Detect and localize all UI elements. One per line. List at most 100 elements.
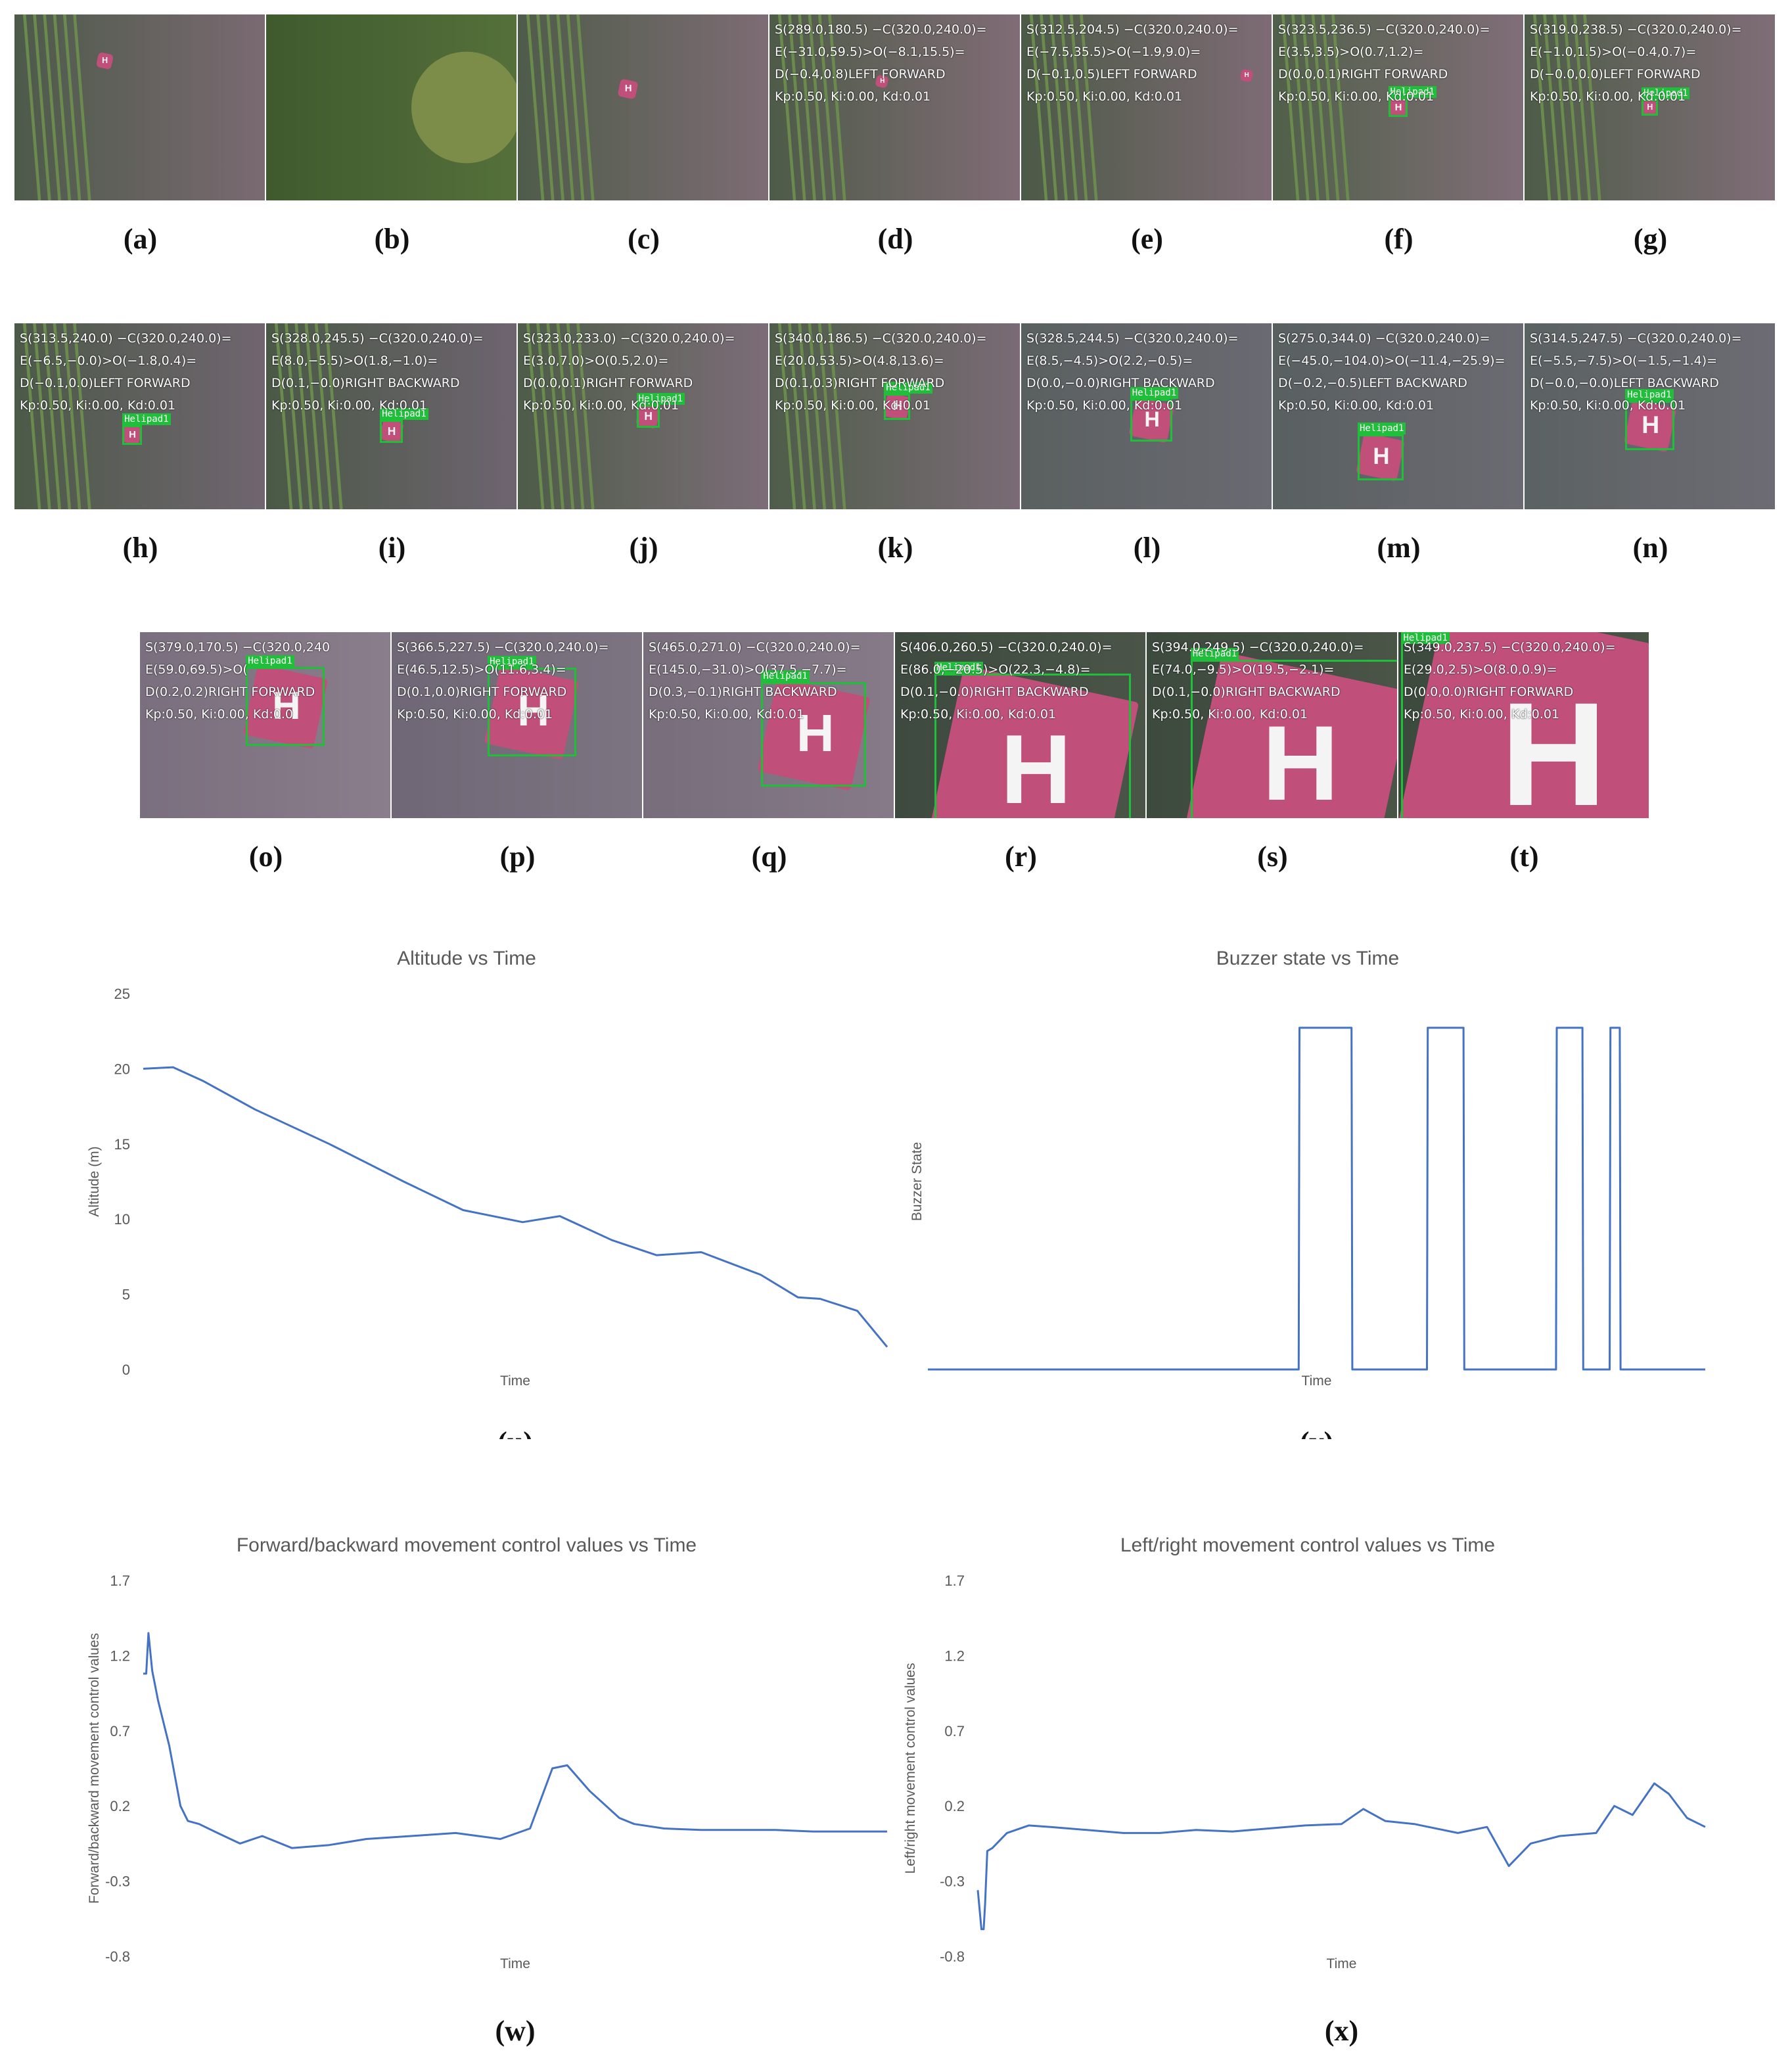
panel-label-c: (c) [628,223,660,255]
helipad-letter: H [644,409,653,423]
y-axis-label: Altitude (m) [87,1146,102,1216]
detection-box [1401,632,1649,818]
y-tick-label: 0.2 [110,1798,130,1814]
y-tick-label: -0.8 [105,1948,130,1965]
overlay-line: D(0.1,−0.0)RIGHT BACKWARD [271,376,460,390]
helipad-letter: H [1144,407,1160,431]
overlay-line: Kp:0.50, Ki:0.00, Kd:0.01 [775,89,931,104]
frame-panel-a: H [14,14,265,200]
panel-label-e: (e) [1131,223,1163,255]
overlay-line: Kp:0.50, Ki:0.00, Kd:0.01 [271,398,428,413]
helipad-letter: H [1244,72,1249,80]
chart-panel-label: (u) [497,1426,533,1439]
overlay-line: E(3.5,3.5)>O(0.7,1.2)= [1278,45,1424,59]
detection-tag: Helipad1 [1357,422,1406,434]
y-tick-label: 0.7 [110,1723,130,1739]
overlay-line: Kp:0.50, Ki:0.00, Kd:0.0 [145,707,293,722]
overlay-line: Kp:0.50, Ki:0.00, Kd:0.01 [1152,707,1308,722]
helipad-letter: H [387,424,396,438]
overlay-line: S(275.0,344.0) −C(320.0,240.0)= [1278,331,1490,346]
detection-box [1625,401,1674,450]
detection-box [761,681,866,787]
detection-box [380,419,403,443]
panel-label-j: (j) [629,532,658,564]
overlay-line: D(0.0,0.1)RIGHT FORWARD [1278,67,1448,81]
helipad-letter: H [1394,101,1402,113]
panel-label-a: (a) [123,223,158,255]
detection-tag: Helipad1 [122,413,171,425]
overlay-line: S(319.0,238.5) −C(320.0,240.0)= [1530,22,1742,37]
panel-label-p: (p) [499,840,536,873]
overlay-line: Kp:0.50, Ki:0.00, Kd:0.01 [397,707,553,722]
overlay-line: D(0.3,−0.1)RIGHT BACKWARD [649,685,837,699]
detection-tag: Helipad1 [380,407,428,420]
detection-box [1642,99,1658,116]
frame-panel-p: H Helipad1 S(366.5,227.5) −C(320.0,240.0)=… [392,632,642,818]
helipad-letter: H [272,683,301,728]
overlay-line: E(3.0,7.0)>O(0.5,2.0)= [523,354,669,368]
aerial-background [1021,14,1272,200]
frame-panel-b [266,14,517,200]
y-tick-label: 25 [114,986,130,1002]
overlay-line: Kp:0.50, Ki:0.00, Kd:0.01 [1026,398,1183,413]
panel-label-s: (s) [1257,840,1288,873]
overlay-line: D(−0.0,0.0)LEFT FORWARD [1530,67,1701,81]
overlay-line: E(145.0,−31.0)>O(37.5,−7.7)= [649,662,847,677]
detection-tag: Helipad1 [1130,386,1179,399]
pid-overlay-text: S(319.0,238.5) −C(320.0,240.0)= E(−1.0,1.… [1530,18,1742,108]
x-axis-label: Time [500,1956,530,1971]
detection-box [884,394,911,421]
aerial-background [14,14,265,200]
panel-label-h: (h) [122,532,158,564]
overlay-line: D(0.0,0.0)RIGHT FORWARD [1404,685,1574,699]
aerial-background [770,14,1020,200]
y-tick-label: 1.2 [110,1647,130,1664]
y-tick-label: 0.7 [944,1723,965,1739]
x-axis-label: Time [500,1373,530,1389]
detection-tag: Helipad1 [246,655,294,668]
aerial-background [266,14,517,200]
overlay-line: D(0.1,0.0)RIGHT FORWARD [397,685,567,699]
panel-label-r: (r) [1005,840,1037,873]
frame-panel-r: H Helipad1 S(406.0,260.5) −C(320.0,240.0)=… [895,632,1145,818]
frame-panel-s: H Helipad1 S(394.0,249.5) −C(320.0,240.0)=… [1147,632,1397,818]
helipad-letter: H [892,399,903,414]
detection-tag: Helipad1 [1190,647,1239,660]
overlay-line: S(314.5,247.5) −C(320.0,240.0)= [1530,331,1742,346]
helipad-letter: H [880,77,885,85]
y-tick-label: 1.7 [110,1573,130,1589]
y-tick-label: 10 [114,1211,130,1228]
overlay-line: E(−5.5,−7.5)>O(−1.5,−1.4)= [1530,354,1718,368]
overlay-line: D(−0.1,0.5)LEFT FORWARD [1026,67,1197,81]
frame-panel-g: H Helipad1 S(319.0,238.5) −C(320.0,240.0)=… [1525,14,1775,200]
chart-panel-u: Altitude vs Time 0 5 10 15 20 25 Time Altitude (… [0,933,900,1458]
pid-overlay-text: S(379.0,170.5) −C(320.0,240 E(59.0,69.5)>… [145,636,330,725]
aerial-background [1525,14,1775,200]
overlay-line: S(349.0,237.5) −C(320.0,240.0)= [1404,640,1616,655]
chart-title: Altitude vs Time [397,948,536,969]
detection-box [122,425,142,445]
overlay-line: E(8.5,−4.5)>O(2.2,−0.5)= [1026,354,1193,368]
overlay-line: E(59.0,69.5)>O( [145,662,248,677]
chart-panel-w: Forward/backward movement control values… [0,1515,900,2065]
overlay-line: D(−0.2,−0.5)LEFT BACKWARD [1278,376,1467,390]
series-line-0 [143,1066,888,1348]
chart-panel-label: (v) [1300,1426,1333,1439]
overlay-line: Kp:0.50, Ki:0.00, Kd:0.01 [1530,398,1686,413]
detection-box [1357,434,1404,480]
overlay-line: S(312.5,204.5) −C(320.0,240.0)= [1026,22,1239,37]
frame-panel-i: H Helipad1 S(328.0,245.5) −C(320.0,240.0)=… [266,323,517,509]
pid-overlay-text: S(366.5,227.5) −C(320.0,240.0)= E(46.5,12… [397,636,609,725]
frame-panel-t: H Helipad1 S(349.0,237.5) −C(320.0,240.0)=… [1398,632,1649,818]
y-axis-label: Left/right movement control values [903,1663,918,1874]
pid-overlay-text: S(275.0,344.0) −C(320.0,240.0)= E(−45.0,−… [1278,327,1505,417]
panel-label-t: (t) [1509,840,1539,873]
overlay-line: E(86.0,−20.5)>O(22.3,−4.8)= [900,662,1091,677]
pid-overlay-text: S(394.0,249.5) −C(320.0,240.0)= E(74.0,−9… [1152,636,1364,725]
overlay-line: D(0.2,0.2)RIGHT FORWARD [145,685,315,699]
overlay-line: S(323.5,236.5) −C(320.0,240.0)= [1278,22,1490,37]
frame-panel-m: H Helipad1 S(275.0,344.0) −C(320.0,240.0)=… [1273,323,1523,509]
detection-box [1388,97,1408,118]
overlay-line: D(0.1,−0.0)RIGHT BACKWARD [1152,685,1341,699]
pid-overlay-text: S(349.0,237.5) −C(320.0,240.0)= E(29.0,2.… [1404,636,1616,725]
